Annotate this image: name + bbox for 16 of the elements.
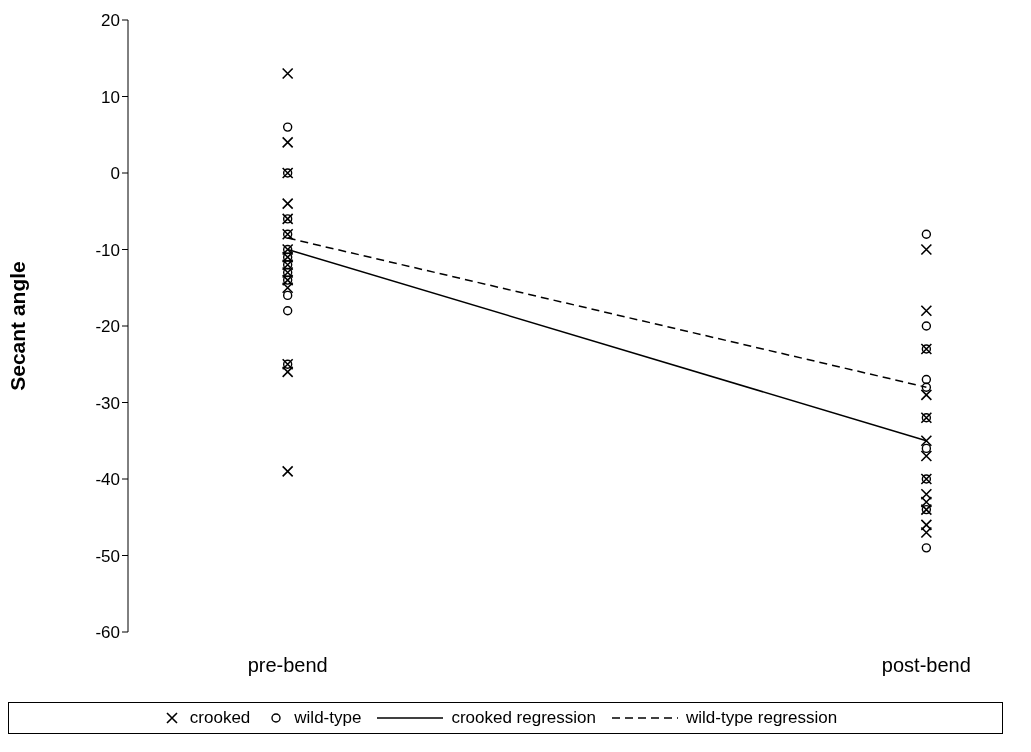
y-tick-label: 20 — [101, 11, 120, 31]
legend-label: crooked regression — [451, 708, 596, 728]
y-tick-label: 10 — [101, 87, 120, 107]
x-tick-label: post-bend — [881, 654, 971, 677]
y-tick-label: -10 — [95, 240, 120, 260]
y-tick-label: -40 — [95, 470, 120, 490]
y-tick-label: -30 — [95, 393, 120, 413]
x-tick-label: pre-bend — [247, 654, 328, 677]
legend-label: crooked — [189, 708, 251, 728]
y-tick-label: -60 — [95, 623, 120, 643]
legend-label: wild-type — [294, 708, 362, 728]
y-tick-label: -20 — [95, 317, 120, 337]
legend-label: wild-type regression — [685, 708, 838, 728]
y-tick-label: -50 — [95, 546, 120, 566]
y-tick-label: 0 — [110, 164, 120, 184]
y-axis-title: Secant angle — [6, 261, 30, 391]
